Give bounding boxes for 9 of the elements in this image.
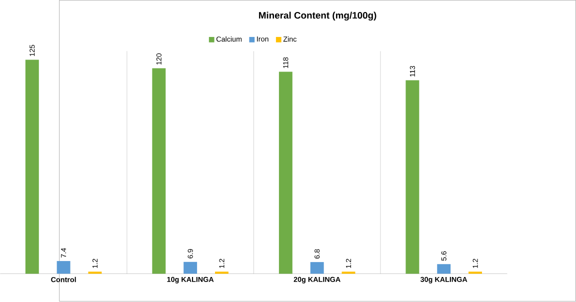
bar (310, 262, 324, 274)
bar (56, 261, 70, 274)
bar (25, 60, 39, 274)
chart-title: Mineral Content (mg/100g) (259, 12, 376, 21)
bar (437, 264, 451, 274)
bar (152, 68, 166, 274)
bar (184, 262, 198, 274)
bar (406, 80, 420, 274)
bar (278, 72, 292, 274)
